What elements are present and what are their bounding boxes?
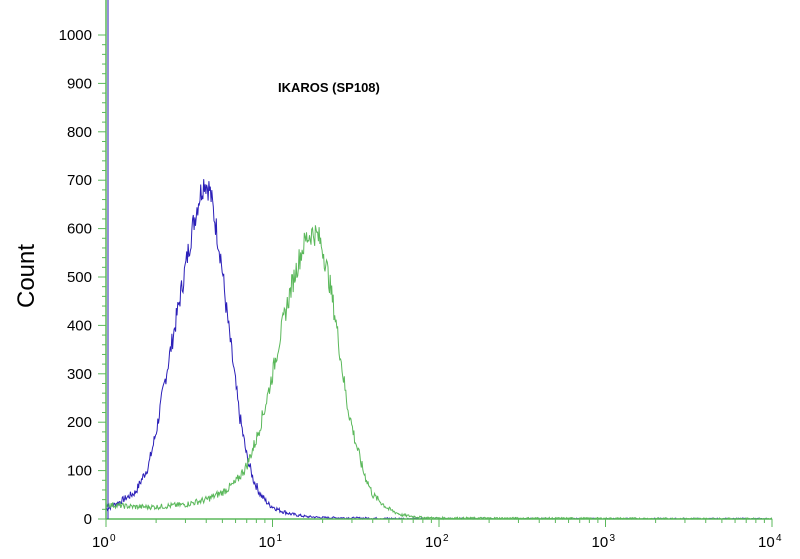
x-tick-exponent: 3 <box>610 533 616 544</box>
y-tick-label: 500 <box>67 269 92 286</box>
y-tick-label: 600 <box>67 221 92 238</box>
x-tick-label: 10 <box>92 534 109 551</box>
y-tick-label: 900 <box>67 75 92 92</box>
y-axis-title: Count <box>13 244 40 308</box>
x-tick-label: 10 <box>592 534 609 551</box>
y-tick-label: 200 <box>67 414 92 431</box>
x-axis-ticks: 10 0 10 1 10 2 10 3 10 4 <box>92 519 782 551</box>
chart-title: IKAROS (SP108) <box>278 80 380 95</box>
series-line-1 <box>105 179 773 520</box>
x-tick-label: 10 <box>259 534 276 551</box>
y-axis-ticks: 0 100 200 300 400 500 600 700 800 900 1000 <box>59 27 106 528</box>
series-layer <box>105 179 773 521</box>
x-tick-exponent: 2 <box>443 533 449 544</box>
y-tick-label: 800 <box>67 124 92 141</box>
series-line-2 <box>105 225 773 521</box>
x-tick-label: 10 <box>758 534 775 551</box>
x-tick-exponent: 1 <box>277 533 283 544</box>
x-tick-exponent: 4 <box>776 533 782 544</box>
y-tick-label: 0 <box>84 511 92 528</box>
y-tick-label: 400 <box>67 317 92 334</box>
y-tick-label: 100 <box>67 463 92 480</box>
y-tick-label: 1000 <box>59 27 92 44</box>
y-tick-label: 700 <box>67 172 92 189</box>
x-tick-exponent: 0 <box>110 533 116 544</box>
x-tick-label: 10 <box>425 534 442 551</box>
y-tick-label: 300 <box>67 366 92 383</box>
